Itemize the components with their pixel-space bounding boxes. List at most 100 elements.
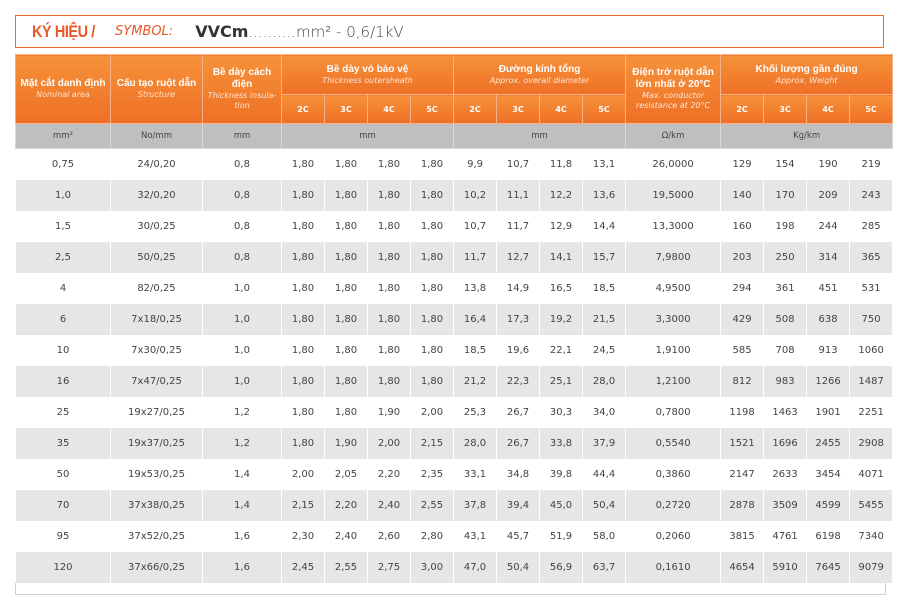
table-cell: 7645 [806, 552, 851, 583]
table-row: 4 82/0,25 1,0 1,80 1,80 1,80 1,80 13,8 14,9 16,5 1… [15, 273, 894, 304]
cable-code: VVCm [195, 22, 249, 41]
table-cell: 708 [763, 335, 808, 366]
table-cell: 56,9 [539, 552, 584, 583]
header-diameter-vn: Đường kính tổng [498, 63, 581, 75]
table-cell: 19x37/0,25 [110, 428, 203, 459]
table-cell: 58,0 [582, 521, 627, 552]
table-row: 50 19x53/0,25 1,4 2,00 2,05 2,20 2,35 33,1 34,8 3… [15, 459, 894, 490]
table-cell: 34,8 [496, 459, 541, 490]
table-cell: 160 [720, 211, 765, 242]
table-cell: 2,80 [409, 521, 455, 552]
sheath-3c: 3C [324, 94, 368, 124]
table-cell: 17,3 [496, 304, 541, 335]
table-cell: 1,2 [202, 428, 282, 459]
table-cell: 1,80 [281, 180, 325, 211]
table-cell: 1,2100 [625, 366, 722, 397]
table-cell: 0,8 [202, 148, 282, 180]
table-cell: 12,9 [539, 211, 584, 242]
table-cell: 25 [15, 397, 111, 428]
table-cell: 1,80 [324, 335, 368, 366]
table-cell: 2147 [720, 459, 765, 490]
table-cell: 2,20 [324, 490, 368, 521]
table-cell: 2633 [763, 459, 808, 490]
table-cell: 95 [15, 521, 111, 552]
table-cell: 1,9100 [625, 335, 722, 366]
table-row: 0,75 24/0,20 0,8 1,80 1,80 1,80 1,80 9,9 10,7 11,… [15, 148, 894, 180]
table-cell: 0,1610 [625, 552, 722, 583]
table-cell: 10,7 [453, 211, 498, 242]
table-cell: 7x30/0,25 [110, 335, 203, 366]
diameter-4c: 4C [539, 94, 584, 124]
table-cell: 0,8 [202, 211, 282, 242]
table-cell: 1,80 [324, 304, 368, 335]
table-cell: 12,2 [539, 180, 584, 211]
table-cell: 24/0,20 [110, 148, 203, 180]
table-cell: 37x66/0,25 [110, 552, 203, 583]
unit-sheath: mm [280, 123, 455, 149]
header-resistance-en: Max. conductor resistance at 20°C [636, 91, 711, 110]
table-cell: 0,5540 [625, 428, 722, 459]
table-cell: 1,80 [324, 273, 368, 304]
table-cell: 26,0000 [625, 148, 722, 180]
table-cell: 45,0 [539, 490, 584, 521]
table-cell: 2,40 [324, 521, 368, 552]
table-cell: 2455 [806, 428, 851, 459]
sheath-4c: 4C [367, 94, 411, 124]
table-cell: 129 [720, 148, 765, 180]
table-cell: 47,0 [453, 552, 498, 583]
table-row: 1,0 32/0,20 0,8 1,80 1,80 1,80 1,80 10,2 11,1 12,… [15, 180, 894, 211]
table-cell: 0,7800 [625, 397, 722, 428]
header-insulation-en: Thickness insula-tion [207, 91, 277, 110]
table-cell: 13,8 [453, 273, 498, 304]
table-cell: 1,0 [202, 304, 282, 335]
table-body: mm² No/mm mm mm mm Ω/km Kg/km 0,75 24/0,2… [15, 123, 894, 583]
table-cell: 1,80 [409, 335, 455, 366]
weight-3c: 3C [763, 94, 808, 124]
table-cell: 203 [720, 242, 765, 273]
table-cell: 1,80 [324, 242, 368, 273]
table-cell: 0,2060 [625, 521, 722, 552]
table-cell: 16,4 [453, 304, 498, 335]
table-cell: 1,80 [324, 180, 368, 211]
units-row: mm² No/mm mm mm mm Ω/km Kg/km [15, 123, 894, 149]
table-cell: 1,6 [202, 521, 282, 552]
table-cell: 2,5 [15, 242, 111, 273]
header-sheath-vn: Bề dày vỏ bảo vệ [326, 63, 409, 75]
header-nominal-area: Mặt cắt danh định Nominal area [15, 54, 111, 124]
table-cell: 2,55 [324, 552, 368, 583]
table-cell: 13,6 [582, 180, 627, 211]
table-cell: 18,5 [582, 273, 627, 304]
table-cell: 1,80 [281, 211, 325, 242]
table-cell: 0,8 [202, 242, 282, 273]
header-nominal-area-en: Nominal area [36, 90, 90, 99]
table-cell: 39,8 [539, 459, 584, 490]
table-cell: 14,9 [496, 273, 541, 304]
diameter-3c: 3C [496, 94, 541, 124]
table-cell: 35 [15, 428, 111, 459]
table-cell: 5910 [763, 552, 808, 583]
unit-insulation: mm [202, 123, 282, 149]
table-cell: 3,3000 [625, 304, 722, 335]
table-cell: 12,7 [496, 242, 541, 273]
table-cell: 365 [849, 242, 894, 273]
table-cell: 51,9 [539, 521, 584, 552]
table-cell: 37,8 [453, 490, 498, 521]
table-row: 10 7x30/0,25 1,0 1,80 1,80 1,80 1,80 18,5 19,6 22… [15, 335, 894, 366]
table-cell: 2,20 [367, 459, 411, 490]
table-cell: 250 [763, 242, 808, 273]
table-cell: 82/0,25 [110, 273, 203, 304]
table-cell: 1,80 [409, 304, 455, 335]
table-cell: 531 [849, 273, 894, 304]
table-cell: 50/0,25 [110, 242, 203, 273]
table-cell: 13,1 [582, 148, 627, 180]
table-cell: 1,80 [281, 428, 325, 459]
table-cell: 22,1 [539, 335, 584, 366]
table-row: 120 37x66/0,25 1,6 2,45 2,55 2,75 3,00 47,0 50,4… [15, 552, 894, 583]
table-cell: 4,9500 [625, 273, 722, 304]
unit-resistance: Ω/km [625, 123, 722, 149]
weight-4c: 4C [806, 94, 851, 124]
table-cell: 1,0 [15, 180, 111, 211]
table-cell: 28,0 [453, 428, 498, 459]
table-row: 2,5 50/0,25 0,8 1,80 1,80 1,80 1,80 11,7 12,7 14,… [15, 242, 894, 273]
table-cell: 11,7 [496, 211, 541, 242]
